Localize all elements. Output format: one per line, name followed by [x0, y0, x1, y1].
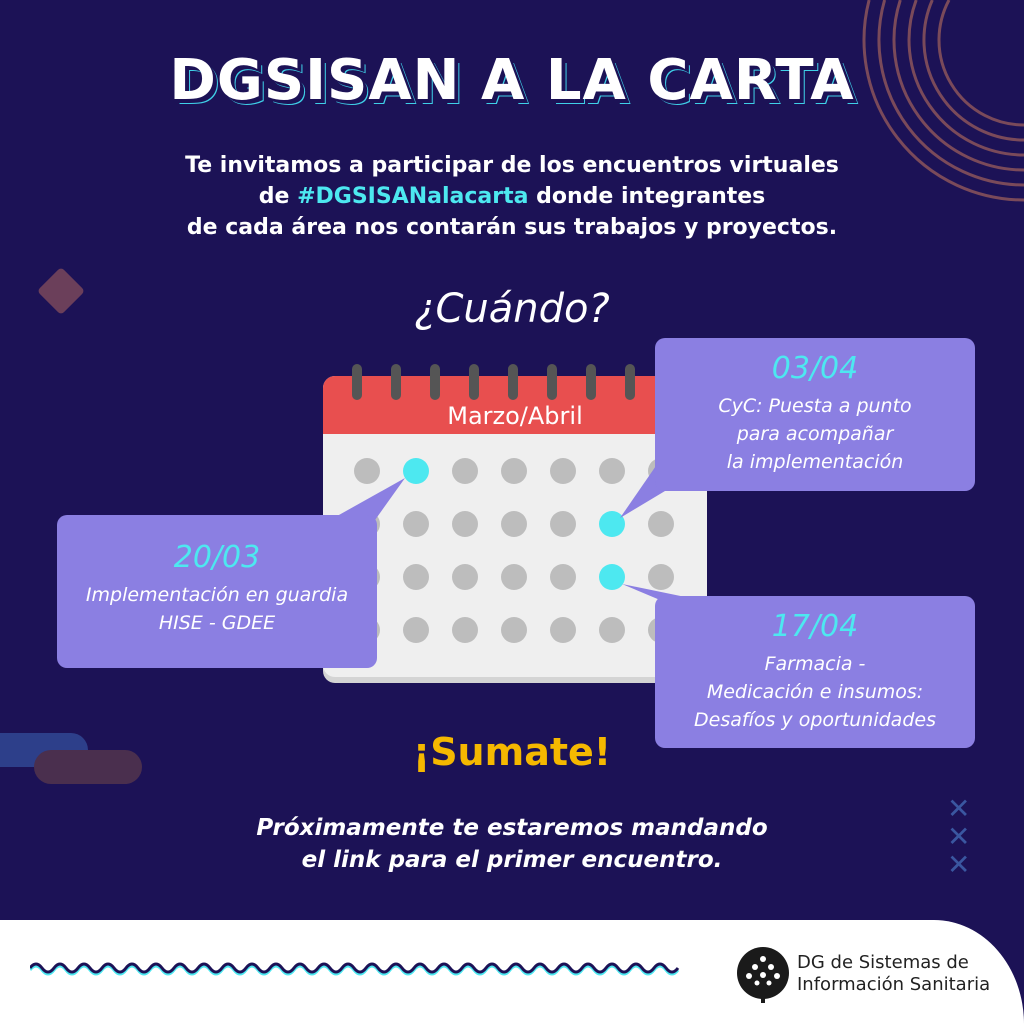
closing-line: Próximamente te estaremos mandando	[256, 815, 768, 841]
page-title: DGSISAN A LA CARTA	[169, 48, 855, 113]
calendar-ring	[352, 364, 362, 400]
event-date: 17/04	[771, 609, 859, 644]
calendar-day-dot	[403, 458, 429, 484]
calendar-day-dot	[599, 458, 625, 484]
intro-fragment: donde integrantes	[528, 184, 766, 209]
wave-decoration	[30, 962, 680, 976]
calendar-ring	[586, 364, 596, 400]
event-text: Farmacia -	[764, 653, 866, 675]
intro-text: Te invitamos a participar de los encuent…	[0, 150, 1024, 243]
event-text: Medicación e insumos:	[706, 681, 924, 703]
organization-name: DG de Sistemas de Información Sanitaria	[797, 952, 1017, 996]
event-text: HISE - GDEE	[158, 612, 276, 634]
calendar-day-dot	[452, 511, 478, 537]
calendar-day-dot	[648, 564, 674, 590]
org-line: DG de Sistemas de	[797, 952, 969, 973]
calendar-day-dot	[501, 511, 527, 537]
event-text: para acompañar	[736, 423, 894, 445]
event-text: CyC: Puesta a punto	[718, 395, 912, 417]
calendar-day-dot	[550, 511, 576, 537]
calendar-day-dot	[501, 617, 527, 643]
calendar-day-dot	[403, 617, 429, 643]
calendar-day-dot	[452, 458, 478, 484]
intro-line: de cada área nos contarán sus trabajos y…	[186, 215, 838, 240]
calendar-day-dot	[550, 458, 576, 484]
pill-decoration	[34, 750, 142, 784]
x-marks-decoration: ✕ ✕ ✕	[947, 792, 971, 881]
calendar-day-dot	[648, 511, 674, 537]
calendar-day-dot	[599, 511, 625, 537]
event-callout: 17/04 Farmacia - Medicación e insumos: D…	[655, 596, 975, 748]
calendar-day-dot	[452, 617, 478, 643]
cta-heading: ¡Sumate!	[412, 730, 612, 774]
intro-fragment: de	[258, 184, 298, 209]
calendar-day-dot	[550, 564, 576, 590]
calendar-ring	[430, 364, 440, 400]
event-callout: 20/03 Implementación en guardia HISE - G…	[57, 515, 377, 668]
calendar-day-dot	[501, 564, 527, 590]
event-date: 03/04	[771, 351, 859, 386]
event-callout: 03/04 CyC: Puesta a punto para acompañar…	[655, 338, 975, 491]
hashtag: #DGSISANalacarta	[297, 184, 529, 209]
calendar-day-dot	[599, 617, 625, 643]
when-heading: ¿Cuándo?	[414, 286, 610, 332]
calendar-ring	[547, 364, 557, 400]
calendar-day-dot	[403, 564, 429, 590]
event-text: la implementación	[726, 451, 904, 473]
tree-logo-icon	[737, 947, 789, 1003]
calendar-ring	[508, 364, 518, 400]
concentric-arcs-decoration	[862, 0, 1024, 202]
intro-line: de #DGSISANalacarta donde integrantes	[0, 181, 1024, 212]
intro-line: Te invitamos a participar de los encuent…	[185, 153, 839, 178]
calendar-day-dot	[452, 564, 478, 590]
closing-text: Próximamente te estaremos mandando el li…	[0, 812, 1024, 876]
calendar-day-dot	[599, 564, 625, 590]
calendar-day-dot	[550, 617, 576, 643]
closing-line: el link para el primer encuentro.	[301, 847, 723, 873]
event-date: 20/03	[173, 540, 261, 575]
org-line: Información Sanitaria	[797, 974, 991, 995]
event-text: Implementación en guardia	[85, 584, 349, 606]
calendar-ring	[469, 364, 479, 400]
event-text: Desafíos y oportunidades	[694, 709, 936, 731]
calendar-day-dot	[403, 511, 429, 537]
calendar-day-dot	[354, 458, 380, 484]
calendar-day-dot	[501, 458, 527, 484]
calendar-ring	[625, 364, 635, 400]
calendar-ring	[391, 364, 401, 400]
